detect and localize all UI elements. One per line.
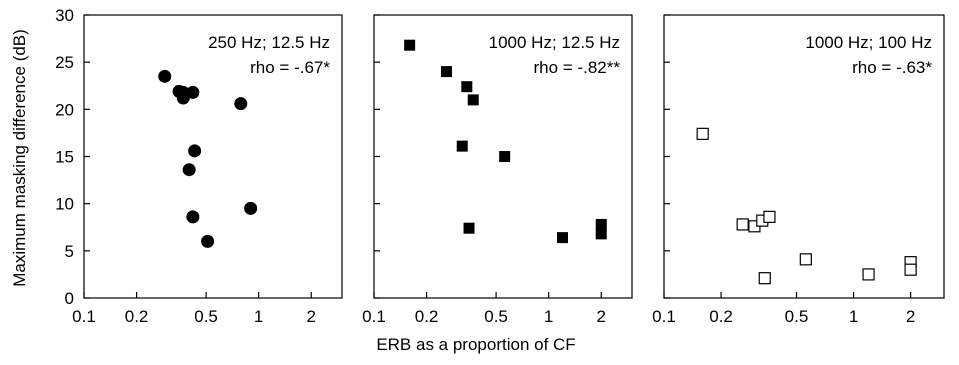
y-tick-label: 10	[55, 195, 74, 214]
data-point	[556, 232, 568, 244]
panel-2-annotation-line-1: 1000 Hz; 12.5 Hz	[489, 33, 620, 52]
x-tick-label: 1	[544, 307, 553, 326]
data-point	[758, 272, 771, 285]
data-point	[440, 66, 452, 78]
x-tick-label: 0.5	[785, 307, 809, 326]
x-tick-label: 2	[307, 307, 316, 326]
y-tick-label: 5	[65, 242, 74, 261]
panel-1-annotation-line-1: 250 Hz; 12.5 Hz	[208, 33, 330, 52]
x-tick-label: 0.1	[362, 307, 386, 326]
y-tick-label: 0	[65, 289, 74, 308]
data-point	[176, 91, 190, 105]
data-point	[461, 81, 473, 93]
y-axis-label: Maximum masking difference (dB)	[10, 29, 29, 287]
panel-3-annotation-line-2: rho = -.63*	[852, 58, 932, 77]
x-tick-label: 0.1	[652, 307, 676, 326]
data-point	[234, 97, 248, 111]
data-point	[904, 263, 917, 276]
data-point	[499, 151, 511, 162]
data-point	[456, 140, 468, 152]
x-tick-label: 1	[254, 307, 263, 326]
y-tick-label: 20	[55, 100, 74, 119]
y-tick-label: 25	[55, 53, 74, 72]
data-point	[763, 210, 776, 223]
x-tick-label: 2	[906, 307, 915, 326]
data-point	[182, 163, 196, 177]
data-point	[595, 228, 607, 240]
panel-3-annotation-line-1: 1000 Hz; 100 Hz	[805, 33, 932, 52]
data-point	[736, 218, 749, 231]
data-point	[467, 94, 479, 106]
data-point	[595, 218, 607, 230]
data-point	[186, 210, 200, 224]
x-axis-label: ERB as a proportion of CF	[376, 335, 575, 354]
panel-2-annotation-line-2: rho = -.82**	[534, 58, 621, 77]
x-tick-label: 0.2	[709, 307, 733, 326]
x-tick-label: 2	[597, 307, 606, 326]
x-tick-label: 0.2	[125, 307, 149, 326]
x-tick-label: 0.5	[484, 307, 508, 326]
x-tick-label: 0.2	[415, 307, 439, 326]
data-point	[799, 253, 812, 266]
data-point	[158, 69, 172, 83]
data-point	[404, 39, 416, 51]
x-tick-label: 0.5	[194, 307, 218, 326]
data-point	[696, 127, 709, 140]
data-point	[186, 85, 200, 99]
data-point	[244, 201, 258, 215]
panel-1-annotation-line-2: rho = -.67*	[250, 58, 330, 77]
y-tick-label: 15	[55, 148, 74, 167]
x-tick-label: 1	[849, 307, 858, 326]
data-point	[463, 222, 475, 234]
data-point	[188, 144, 202, 158]
data-point	[201, 234, 215, 248]
y-tick-label: 30	[55, 6, 74, 25]
x-tick-label: 0.1	[72, 307, 96, 326]
data-point	[862, 268, 875, 281]
